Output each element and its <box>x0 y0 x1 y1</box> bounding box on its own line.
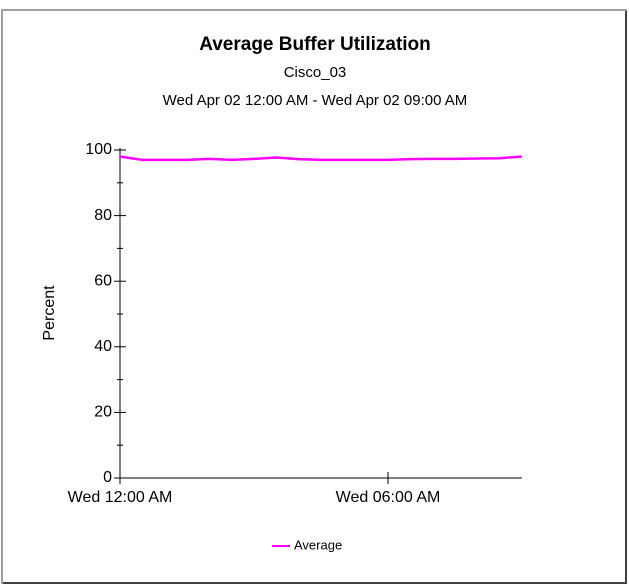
y-axis-label: Percent <box>41 285 58 341</box>
y-tick-label: 60 <box>94 272 112 289</box>
x-tick-label: Wed 12:00 AM <box>68 489 173 506</box>
y-tick-label: 100 <box>85 141 112 158</box>
y-tick-label: 20 <box>94 404 112 421</box>
x-tick-label: Wed 06:00 AM <box>336 489 441 506</box>
y-tick-label: 0 <box>103 469 112 486</box>
frame <box>1 9 627 584</box>
data-line <box>119 155 523 162</box>
chart-subtitle: Cisco_03 <box>284 64 347 81</box>
date-range: Wed Apr 02 12:00 AM - Wed Apr 02 09:00 A… <box>163 92 468 109</box>
y-tick-label: 40 <box>94 338 112 355</box>
legend-label: Average <box>294 537 342 552</box>
chart-title: Average Buffer Utilization <box>199 34 431 55</box>
y-tick-label: 80 <box>94 207 112 224</box>
